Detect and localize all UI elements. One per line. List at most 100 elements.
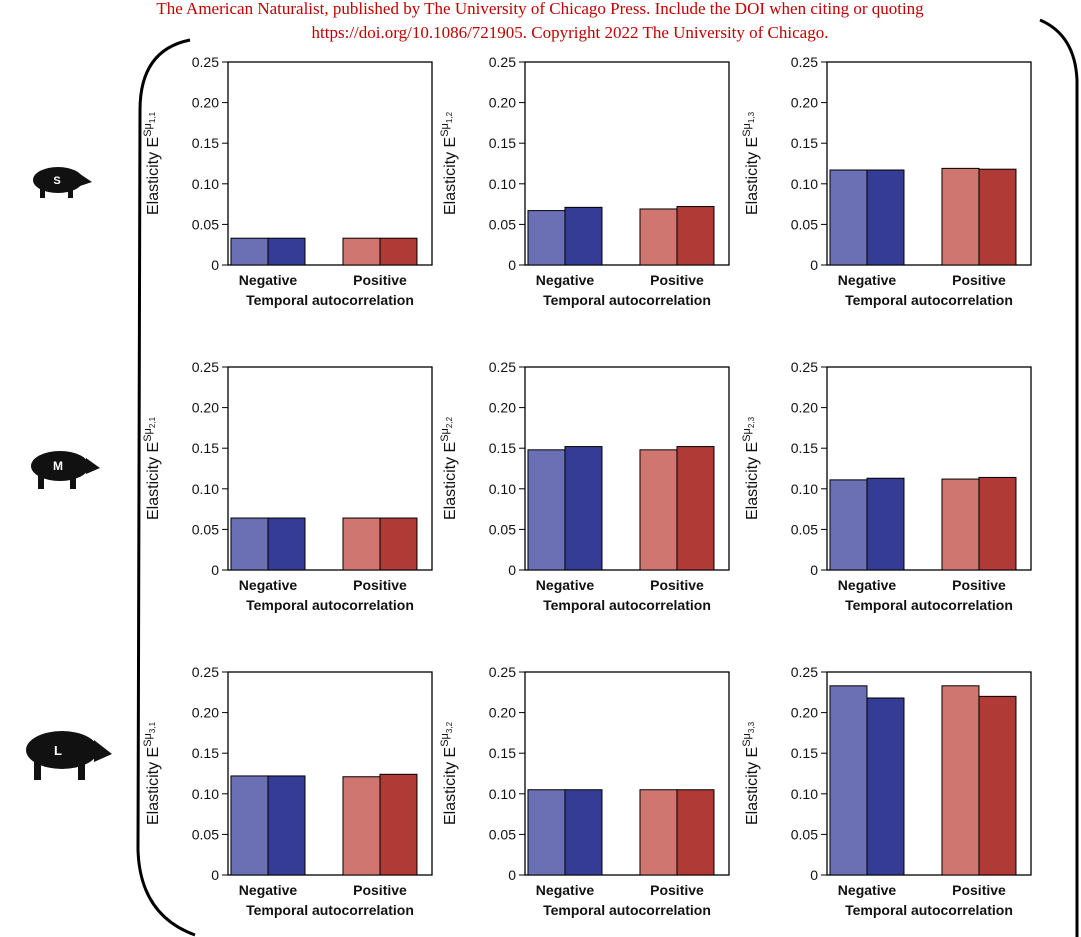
x-tick-label: Negative [239, 272, 298, 288]
x-axis-label: Temporal autocorrelation [845, 597, 1013, 613]
y-axis-label-sub: 3,3 [747, 721, 756, 733]
y-axis-label-sub: 2,2 [445, 416, 454, 428]
y-tick-label: 0.15 [791, 135, 818, 151]
y-axis-label-sub: 1,1 [148, 111, 157, 123]
y-tick-label: 0 [508, 867, 516, 883]
bar [639, 449, 678, 571]
y-axis-label: Elasticity ESμ1,2 [439, 111, 459, 215]
bar [527, 789, 566, 876]
x-tick-label: Positive [952, 882, 1006, 898]
x-tick-label: Positive [952, 272, 1006, 288]
y-tick-label: 0.20 [489, 705, 516, 721]
bar [978, 168, 1017, 266]
x-axis-label: Temporal autocorrelation [845, 292, 1013, 308]
y-tick-label: 0.05 [791, 521, 818, 537]
row-label: L [54, 743, 62, 758]
bar [941, 167, 980, 266]
x-tick-label: Positive [353, 882, 407, 898]
y-axis-label-text: Elasticity E [744, 747, 761, 825]
y-tick-label: 0.25 [791, 359, 818, 375]
bar [866, 477, 905, 571]
bracket [136, 38, 196, 937]
plot-frame [826, 671, 1032, 876]
y-tick-label: 0 [211, 562, 219, 578]
y-axis-label-sub: 1,2 [445, 111, 454, 123]
bar [564, 206, 603, 266]
plot-frame [524, 61, 730, 266]
x-tick-label: Positive [650, 577, 704, 593]
y-tick-label: 0.10 [489, 176, 516, 192]
x-axis-label: Temporal autocorrelation [543, 902, 711, 918]
y-tick-label: 0.25 [791, 664, 818, 680]
bar [829, 479, 868, 571]
y-tick-label: 0.05 [489, 216, 516, 232]
x-tick-label: Positive [650, 882, 704, 898]
y-tick-label: 0.10 [791, 176, 818, 192]
bar [527, 449, 566, 571]
y-tick-label: 0.05 [192, 216, 219, 232]
x-axis-label: Temporal autocorrelation [543, 597, 711, 613]
y-tick-label: 0.15 [791, 745, 818, 761]
y-tick-label: 0.20 [192, 400, 219, 416]
y-axis-label: Elasticity ESμ3,1 [142, 721, 162, 825]
y-axis-label-sub: 3,2 [445, 721, 454, 733]
plot-frame [524, 671, 730, 876]
x-axis-label: Temporal autocorrelation [246, 597, 414, 613]
bar [639, 789, 678, 876]
x-tick-label: Positive [353, 272, 407, 288]
y-tick-label: 0 [211, 867, 219, 883]
y-tick-label: 0.20 [489, 95, 516, 111]
plot-frame [227, 61, 433, 266]
y-tick-label: 0.10 [192, 176, 219, 192]
y-tick-label: 0.25 [192, 664, 219, 680]
y-axis-label: Elasticity ESμ3,2 [439, 721, 459, 825]
y-tick-label: 0.10 [192, 786, 219, 802]
y-axis-label-sup: Sμ [741, 123, 753, 137]
boar-icon: M [31, 451, 100, 489]
plot-frame [826, 366, 1032, 571]
y-tick-label: 0.20 [192, 705, 219, 721]
y-tick-label: 0.05 [489, 521, 516, 537]
bar [342, 776, 381, 876]
y-axis-label-text: Elasticity E [744, 137, 761, 215]
y-tick-label: 0.20 [192, 95, 219, 111]
boar-icon: L [26, 731, 112, 780]
y-tick-label: 0.15 [489, 440, 516, 456]
bar [267, 775, 306, 876]
row-label: S [53, 175, 60, 187]
bar [379, 237, 418, 266]
bar [676, 206, 715, 266]
y-tick-label: 0.20 [791, 400, 818, 416]
y-axis-label-sup: Sμ [741, 733, 753, 747]
plot-frame [826, 61, 1032, 266]
y-tick-label: 0.10 [791, 481, 818, 497]
x-axis-label: Temporal autocorrelation [543, 292, 711, 308]
y-axis-label-text: Elasticity E [145, 442, 162, 520]
y-tick-label: 0.20 [489, 400, 516, 416]
y-tick-label: 0.05 [791, 216, 818, 232]
y-axis-label: Elasticity ESμ2,3 [741, 416, 761, 520]
y-tick-label: 0.25 [489, 664, 516, 680]
bar [267, 517, 306, 571]
y-axis-label-sup: Sμ [741, 428, 753, 442]
y-tick-label: 0.15 [489, 745, 516, 761]
y-axis-label: Elasticity ESμ3,3 [741, 721, 761, 825]
y-tick-label: 0.25 [489, 54, 516, 70]
bar [866, 169, 905, 266]
x-tick-label: Negative [536, 577, 595, 593]
y-axis-label-sub: 2,1 [148, 416, 157, 428]
x-tick-label: Negative [239, 882, 298, 898]
bar [564, 446, 603, 571]
x-tick-label: Negative [838, 577, 897, 593]
bar [978, 695, 1017, 876]
y-tick-label: 0.15 [489, 135, 516, 151]
y-axis-label: Elasticity ESμ2,1 [142, 416, 162, 520]
y-tick-label: 0 [810, 562, 818, 578]
x-tick-label: Positive [353, 577, 407, 593]
y-tick-label: 0.05 [192, 826, 219, 842]
y-axis-label-sup: Sμ [142, 428, 154, 442]
y-tick-label: 0.25 [489, 359, 516, 375]
x-tick-label: Negative [536, 272, 595, 288]
y-tick-label: 0.05 [489, 826, 516, 842]
